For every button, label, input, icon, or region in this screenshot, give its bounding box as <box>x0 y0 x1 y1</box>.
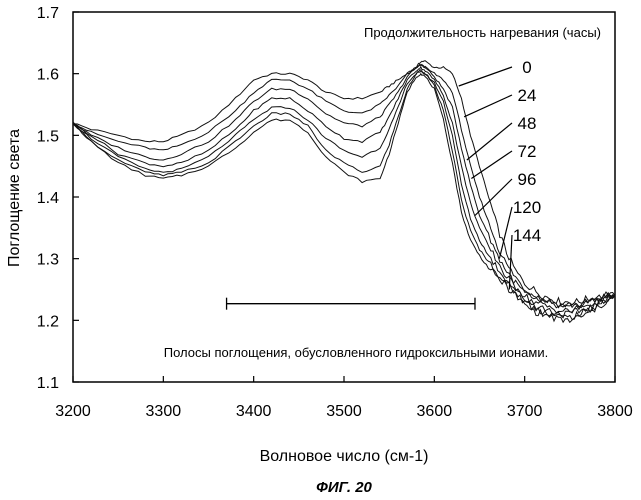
x-tick-label: 3600 <box>417 403 453 420</box>
series-label-96: 96 <box>518 170 537 189</box>
figure-caption: ФИГ. 20 <box>316 479 372 496</box>
x-tick-label: 3700 <box>507 403 543 420</box>
series-leader-lines: 0 24 48 72 96 120 144 <box>458 58 541 290</box>
leader-line-96 <box>474 178 513 216</box>
hydroxyl-band-bracket <box>225 297 476 310</box>
leader-line-144 <box>508 234 513 290</box>
leader-line-120 <box>498 206 513 259</box>
x-axis-ticks: 3200 3300 3400 3500 3600 3700 3800 <box>55 376 633 420</box>
series-line-0 <box>72 60 616 306</box>
series-label-144: 144 <box>513 226 541 245</box>
leader-line-24 <box>463 94 513 118</box>
leader-line-0 <box>458 66 513 87</box>
series-line-120 <box>72 70 616 321</box>
x-tick-label: 3500 <box>326 403 362 420</box>
hydroxyl-band-annotation: Полосы поглощения, обусловленного гидрок… <box>164 345 548 360</box>
y-tick-label: 1.3 <box>37 252 59 269</box>
series-line-72 <box>72 65 616 314</box>
x-tick-label: 3200 <box>55 403 91 420</box>
series-line-96 <box>72 69 616 319</box>
series-label-24: 24 <box>518 86 537 105</box>
y-axis-title: Поглощение света <box>6 129 23 267</box>
leader-line-48 <box>466 122 513 161</box>
y-tick-label: 1.4 <box>37 190 59 207</box>
y-axis-ticks: 1.1 1.2 1.3 1.4 1.5 1.6 1.7 <box>37 5 79 392</box>
series-label-120: 120 <box>513 198 541 217</box>
y-tick-label: 1.7 <box>37 5 59 22</box>
series-label-0: 0 <box>522 58 531 77</box>
plot-frame <box>72 11 616 383</box>
y-tick-label: 1.6 <box>37 67 59 84</box>
legend-title: Продолжительность нагревания (часы) <box>364 25 601 40</box>
y-tick-label: 1.5 <box>37 128 59 145</box>
series-label-72: 72 <box>518 142 537 161</box>
x-tick-label: 3400 <box>236 403 272 420</box>
x-tick-label: 3800 <box>597 403 633 420</box>
x-tick-label: 3300 <box>146 403 182 420</box>
series-line-48 <box>72 64 616 309</box>
series-label-48: 48 <box>518 114 537 133</box>
series-line-144 <box>72 72 616 324</box>
y-tick-label: 1.2 <box>37 313 59 330</box>
leader-line-72 <box>471 150 513 179</box>
x-axis-title: Волновое число (см-1) <box>260 448 429 465</box>
y-tick-label: 1.1 <box>37 375 59 392</box>
series-layer <box>72 60 616 324</box>
